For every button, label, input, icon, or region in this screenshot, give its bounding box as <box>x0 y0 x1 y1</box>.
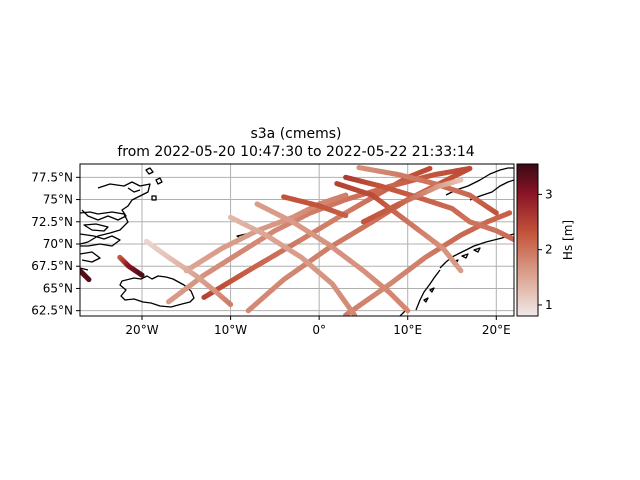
colorbar-ticks: 1 2 3 <box>538 187 553 312</box>
track-point <box>506 210 513 216</box>
colorbar: 1 2 3 Hs [m] <box>516 163 575 317</box>
track-point <box>227 301 234 308</box>
track-8 <box>281 194 349 219</box>
track-point <box>427 165 433 172</box>
y-tick-label: 75°N <box>43 193 73 207</box>
track-point <box>467 165 473 172</box>
x-tick-label: 20°E <box>482 323 511 337</box>
track-point <box>139 272 145 278</box>
track-point <box>86 276 92 283</box>
x-tick-label: 0° <box>312 323 326 337</box>
x-tick-label: 10°E <box>393 323 422 337</box>
map-frame <box>79 163 515 317</box>
track-13 <box>117 254 145 278</box>
y-tick-label: 65°N <box>43 281 73 295</box>
track-point <box>458 177 464 183</box>
map-title-line1: s3a (cmems) <box>250 126 341 142</box>
track-7 <box>254 201 411 314</box>
track-10 <box>343 174 514 243</box>
y-tick-label: 67.5°N <box>31 259 73 273</box>
coast-small-islands <box>145 167 250 239</box>
track-point <box>343 212 349 219</box>
x-tick-label: 20°W <box>125 323 158 337</box>
track-5 <box>143 238 234 308</box>
x-tick-label: 10°W <box>214 323 247 337</box>
coast-greenland-north <box>81 181 151 221</box>
map-title-line2: from 2022-05-20 10:47:30 to 2022-05-22 2… <box>117 144 474 160</box>
satellite-tracks <box>80 164 514 316</box>
y-tick-label: 62.5°N <box>31 304 73 318</box>
map-axes: 20°W 10°W 0° 10°E 20°E 62.5°N 65°N 67.5°N 70°N 7… <box>31 163 515 337</box>
track-point <box>511 236 514 243</box>
x-axis-ticks: 20°W 10°W 0° 10°E 20°E <box>125 316 511 337</box>
track-6 <box>227 214 358 316</box>
track-point <box>405 308 411 314</box>
track-12 <box>360 177 464 225</box>
colorbar-tick-label: 1 <box>545 298 553 312</box>
y-axis-ticks: 62.5°N 65°N 67.5°N 70°N 72.5°N 75°N 77.5°N <box>31 170 80 318</box>
colorbar-label: Hs [m] <box>561 220 575 260</box>
coast-iceland <box>119 275 195 308</box>
track-point <box>351 312 358 316</box>
y-tick-label: 77.5°N <box>31 170 73 184</box>
y-tick-label: 72.5°N <box>31 215 73 229</box>
track-14 <box>80 268 92 283</box>
coast-greenland-east <box>80 211 129 245</box>
track-point <box>493 210 499 216</box>
colorbar-tick-label: 3 <box>545 187 553 201</box>
coast-greenland-islands <box>80 223 121 271</box>
track-11 <box>356 164 499 216</box>
colorbar-gradient <box>516 163 539 317</box>
track-9 <box>334 180 464 274</box>
track-1 <box>201 165 433 300</box>
colorbar-tick-label: 2 <box>545 243 553 257</box>
track-point <box>343 192 349 198</box>
track-point <box>458 268 464 274</box>
y-tick-label: 70°N <box>43 237 73 251</box>
